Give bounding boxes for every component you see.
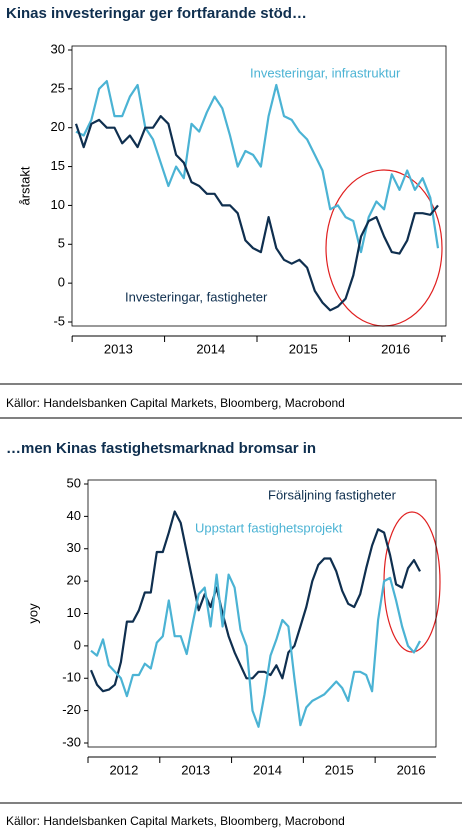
x-tick-label: 2016 [381,341,410,356]
x-tick-label: 2016 [397,762,426,777]
series-label: Uppstart fastighetsprojekt [195,520,343,535]
series-label: Investeringar, fastigheter [125,289,268,304]
y-tick-label: 15 [51,158,65,173]
x-tick-label: 2014 [196,341,225,356]
y-tick-label: 25 [51,80,65,95]
series-line [75,80,440,254]
y-tick-label: 5 [58,236,65,251]
series-label: Investeringar, infrastruktur [250,65,401,80]
y-tick-label: 0 [58,275,65,290]
y-axis-label: årstakt [17,166,32,205]
y-axis-label: yoy [25,603,40,624]
x-tick-label: 2015 [289,341,318,356]
y-tick-label: 10 [67,605,81,620]
y-tick-label: 50 [67,475,81,490]
chart-title: Kinas investeringar ger fortfarande stöd… [6,5,307,22]
x-tick-label: 2013 [181,762,210,777]
source: Källor: Handelsbanken Capital Markets, B… [6,396,345,410]
x-tick-label: 2012 [109,762,138,777]
y-tick-label: 0 [74,637,81,652]
x-tick-label: 2014 [253,762,282,777]
y-tick-label: -20 [62,702,81,717]
chart-title: …men Kinas fastighetsmarknad bromsar in [6,440,316,457]
y-tick-label: 40 [67,508,81,523]
y-tick-label: 30 [67,540,81,555]
series-line [89,510,421,693]
series-line [74,115,439,312]
source: Källor: Handelsbanken Capital Markets, B… [6,814,345,828]
y-tick-label: -5 [53,313,65,328]
x-tick-label: 2013 [104,341,133,356]
y-tick-label: 30 [51,41,65,56]
y-tick-label: 10 [51,197,65,212]
y-tick-label: -10 [62,670,81,685]
y-tick-label: -30 [62,734,81,749]
highlight-ellipse [383,511,441,653]
x-tick-label: 2015 [325,762,354,777]
plot-frame [71,45,447,327]
series-label: Försäljning fastigheter [268,487,397,502]
series-line [90,573,421,728]
y-tick-label: 20 [67,573,81,588]
highlight-ellipse [325,169,443,327]
y-tick-label: 20 [51,119,65,134]
